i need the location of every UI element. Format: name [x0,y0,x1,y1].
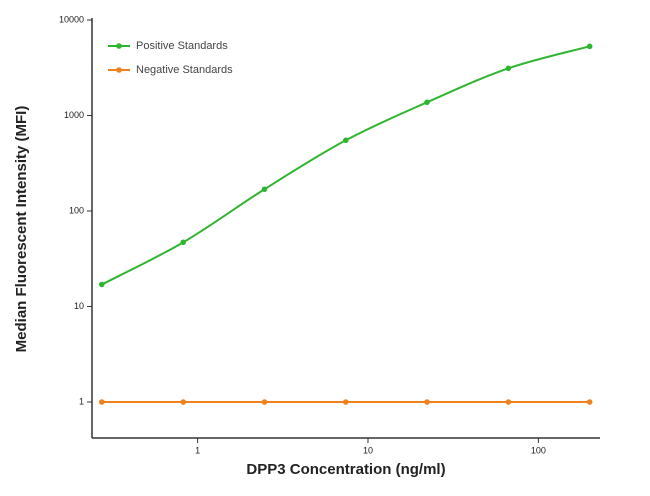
data-point [343,399,349,405]
data-point [424,399,430,405]
legend-label: Positive Standards [136,40,228,52]
data-point [505,399,512,405]
x-tick-label: 100 [531,445,546,455]
x-tick-label: 10 [363,445,373,455]
y-tick-label: 100 [69,205,84,215]
data-point [180,399,186,405]
data-point [180,239,186,246]
data-point [261,399,268,405]
y-tick-label: 10 [74,301,84,311]
data-point [99,399,105,405]
data-point [99,281,105,288]
data-point [505,65,512,72]
data-point [343,137,349,144]
y-axis-label: Median Fluorescent Intensity (MFI) [13,106,30,353]
data-point [261,186,268,193]
y-tick-label: 1000 [64,110,84,120]
x-tick-label: 1 [195,445,200,455]
legend-marker [116,67,122,73]
legend-label: Negative Standards [136,64,233,76]
x-axis-label: DPP3 Concentration (ng/ml) [246,461,445,478]
y-tick-label: 1 [79,396,84,406]
data-point [586,399,593,405]
y-tick-label: 10000 [59,14,84,24]
legend-marker [116,43,122,49]
data-point [586,43,593,50]
data-point [424,99,430,106]
series-line [101,45,590,286]
